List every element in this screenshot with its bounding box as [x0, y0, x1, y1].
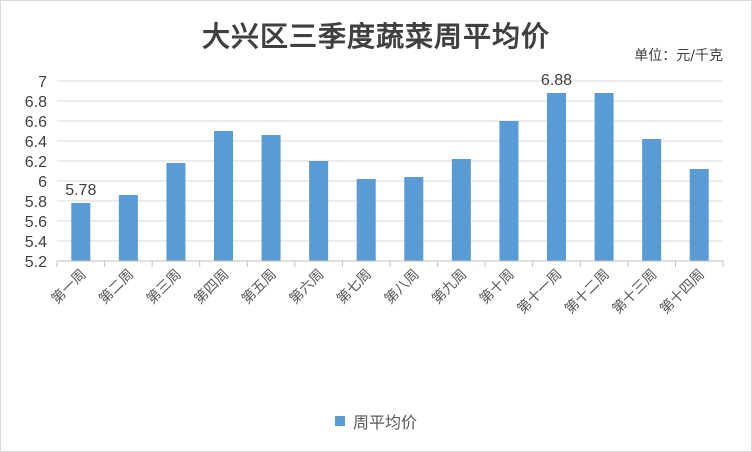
bar — [594, 93, 614, 261]
legend-swatch — [334, 416, 345, 426]
bar — [261, 135, 281, 261]
x-tick-label: 第三周 — [143, 266, 185, 308]
bar-chart: 5.25.45.65.866.26.46.66.87 第一周 第二周 第三周 第四周第… — [25, 72, 724, 318]
legend: 周平均价 — [1, 409, 751, 433]
bar — [213, 131, 234, 261]
data-labels: 5.78 6.88 — [65, 72, 572, 199]
bar — [499, 121, 519, 261]
y-tick-label: 6.6 — [25, 114, 47, 131]
bar — [451, 159, 471, 261]
x-tick-label: 第七周 — [333, 266, 375, 308]
bar — [689, 169, 709, 261]
y-tick-label: 5.8 — [25, 194, 47, 211]
y-tick-label: 6.8 — [25, 94, 47, 111]
bar — [118, 195, 138, 261]
bar — [546, 93, 567, 261]
data-label: 6.88 — [541, 72, 572, 89]
y-axis-ticks: 5.2 5.4 5.6 5.8 6 6.2 6.4 6.6 6.8 7 — [25, 74, 47, 271]
y-tick-label: 5.2 — [25, 254, 47, 271]
x-tick-label: 第十一周 — [514, 266, 566, 318]
x-tick-label: 第十四周 — [656, 266, 708, 318]
x-tick-label: 第四周 — [191, 266, 233, 308]
y-tick-label: 6 — [38, 174, 47, 191]
x-tick-label: 第六周 — [286, 266, 328, 308]
bar — [309, 161, 329, 261]
x-axis — [56, 260, 724, 267]
x-axis-ticks: 第一周 第二周 第三周 第四周 第五周 第六周 第七周 第八周 第九周 第十周第十一周第十二周第十… — [48, 266, 708, 318]
chart-title: 大兴区三季度蔬菜周平均价 — [201, 20, 550, 53]
bar — [642, 139, 662, 261]
x-tick-label: 第十二周 — [561, 266, 613, 318]
bar — [356, 179, 376, 261]
gridlines — [57, 80, 723, 262]
x-tick-label: 第十周 — [476, 266, 518, 308]
data-label: 5.78 — [65, 182, 96, 199]
bar — [71, 203, 91, 261]
x-tick-label: 第十三周 — [609, 266, 661, 318]
x-tick-label: 第九周 — [428, 266, 470, 308]
x-tick-label: 第五周 — [238, 266, 280, 308]
unit-label: 单位：元/千克 — [634, 48, 723, 64]
bars — [71, 93, 709, 261]
x-tick-label: 第一周 — [48, 266, 90, 308]
y-tick-label: 7 — [38, 74, 47, 91]
y-tick-label: 5.6 — [25, 214, 47, 231]
x-tick-label: 第二周 — [95, 266, 137, 308]
y-tick-label: 5.4 — [25, 234, 47, 251]
y-tick-label: 6.4 — [25, 134, 47, 151]
legend-label: 周平均价 — [352, 413, 417, 432]
x-tick-label: 第八周 — [381, 266, 423, 308]
y-tick-label: 6.2 — [25, 154, 47, 171]
bar — [166, 163, 186, 261]
bar — [404, 177, 424, 261]
